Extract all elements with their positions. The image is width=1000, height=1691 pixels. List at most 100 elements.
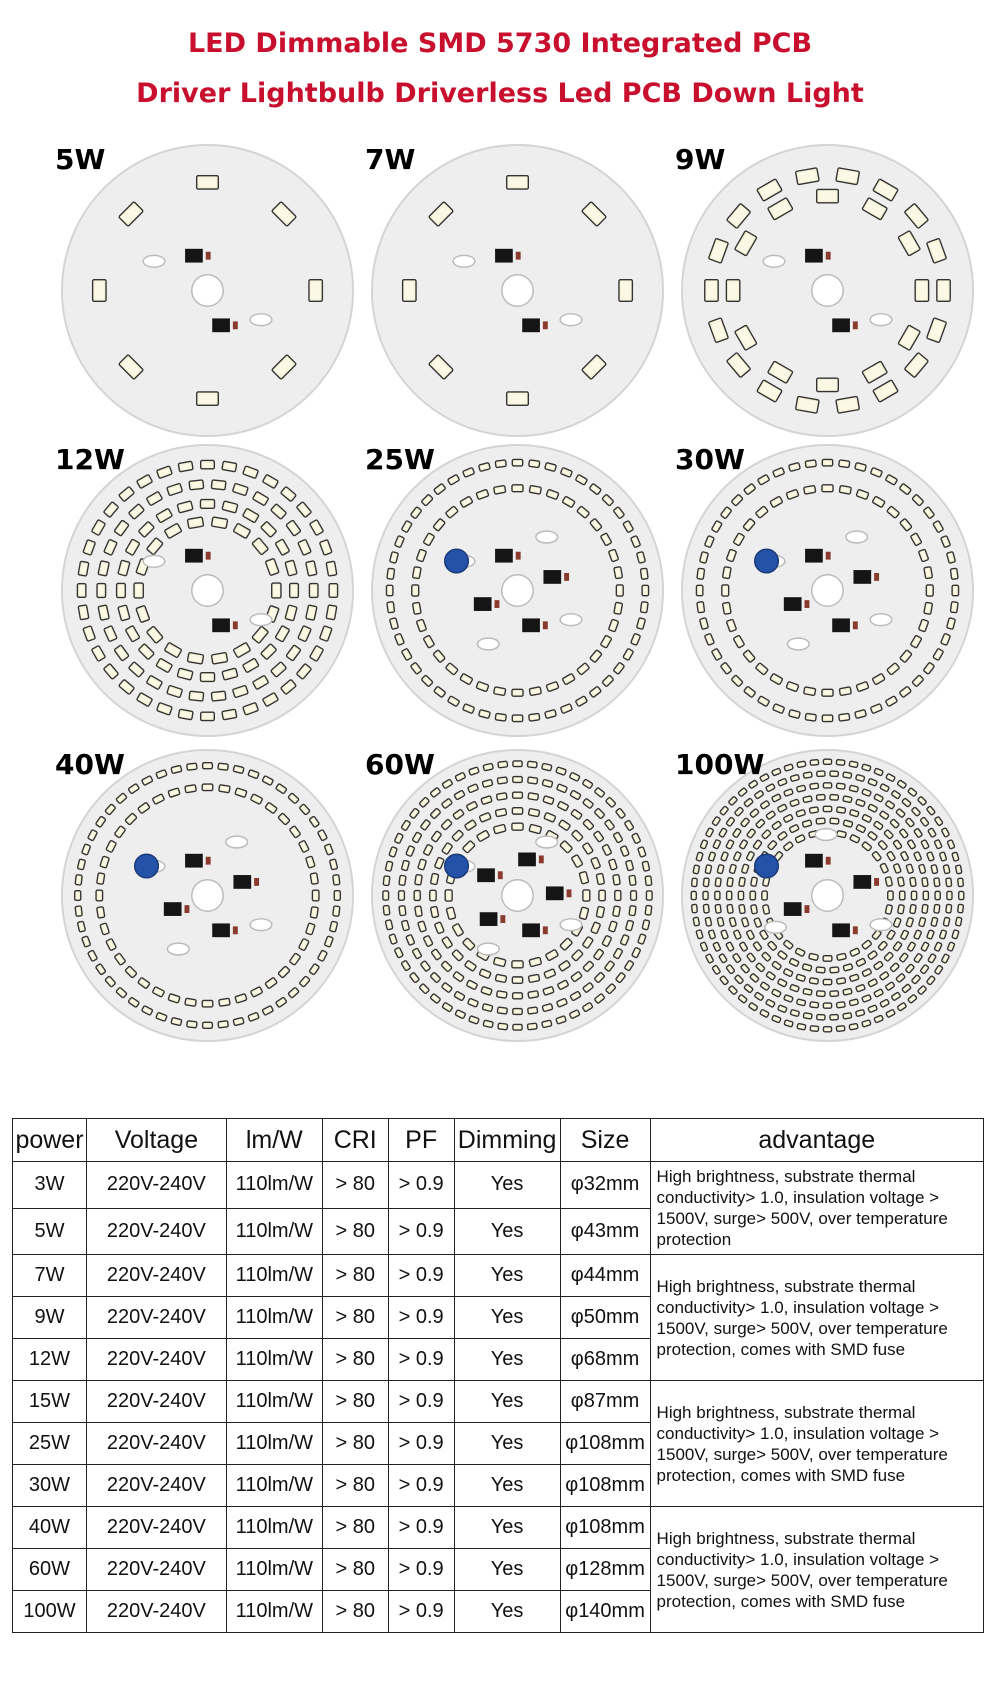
led-chip (582, 982, 594, 993)
led-chip (445, 906, 457, 920)
led-chip (527, 973, 541, 983)
led-chip (801, 963, 813, 972)
cell-cri: > 80 (321, 1548, 389, 1591)
cell-efficacy: 110lm/W (225, 1207, 323, 1255)
led-chip (260, 643, 277, 660)
led-chip (95, 815, 107, 828)
led-chip (777, 831, 788, 841)
led-chip (803, 485, 817, 495)
led-chip (705, 827, 714, 838)
led-chip (896, 779, 907, 789)
led-chip (891, 790, 901, 800)
led-chip (728, 985, 738, 995)
led-chip (636, 551, 646, 564)
led-chip (280, 679, 297, 695)
led-chip (765, 998, 776, 1008)
led-chip (726, 877, 734, 888)
led-chip (311, 889, 320, 902)
cell-advantage: High brightness, substrate thermal condu… (649, 1161, 985, 1255)
driver-ic (853, 875, 872, 889)
led-chip (829, 770, 839, 778)
led-chip (728, 863, 737, 875)
led-chip (801, 819, 813, 828)
driver-ic (805, 853, 823, 868)
led-chip (829, 817, 840, 825)
led-chip (739, 839, 749, 850)
led-chip (725, 890, 733, 901)
led-chip (809, 782, 820, 790)
led-chip (923, 506, 935, 519)
led-chip (284, 604, 298, 622)
led-chip (849, 809, 860, 818)
led-chip (96, 582, 107, 599)
led-chip (275, 996, 288, 1008)
led-chip (494, 808, 508, 818)
led-chip (430, 905, 440, 919)
led-chip (946, 890, 953, 901)
led-chip (186, 651, 205, 665)
led-chip (432, 518, 446, 532)
led-chip (905, 863, 914, 874)
led-chip (561, 496, 576, 508)
led-chip (765, 971, 776, 981)
led-chip (221, 708, 238, 721)
led-chip (166, 684, 183, 698)
led-chip (462, 840, 476, 854)
led-chip (401, 919, 410, 932)
led-chip (749, 890, 757, 901)
led-chip (718, 953, 728, 964)
led-chip (897, 876, 905, 887)
led-chip (777, 1004, 788, 1013)
led-chip (752, 839, 763, 850)
led-chip (421, 494, 434, 507)
led-chip (201, 999, 214, 1008)
led-chip (429, 787, 441, 798)
mount-hole (476, 637, 500, 651)
led-chip (601, 674, 614, 687)
led-chip (861, 763, 872, 772)
led-chip (732, 953, 742, 963)
led-chip (541, 779, 554, 788)
pcb-30w-image (680, 443, 975, 738)
cell-size: φ108mm (559, 1464, 651, 1507)
led-chip (861, 360, 888, 384)
led-chip (155, 657, 173, 673)
led-chip (511, 976, 524, 984)
led-chip (262, 474, 279, 489)
led-chip (892, 941, 903, 952)
led-chip (625, 919, 634, 932)
led-chip (284, 559, 298, 577)
led-chip (494, 459, 507, 469)
led-chip (308, 815, 320, 828)
led-chip (594, 808, 605, 819)
led-chip (74, 905, 83, 917)
led-chip (114, 825, 126, 839)
board-label: 30W (675, 443, 745, 476)
cell-dimming: Yes (453, 1338, 561, 1381)
led-chip (405, 845, 416, 857)
led-chip (277, 812, 291, 826)
led-chip (946, 551, 956, 564)
driver-ic (518, 852, 536, 867)
led-chip (582, 798, 594, 809)
led-chip (265, 558, 280, 576)
led-chip (777, 978, 788, 988)
led-chip (861, 968, 872, 978)
led-chip (559, 937, 573, 951)
led-chip (921, 903, 929, 914)
led-chip (802, 795, 813, 804)
led-chip (571, 829, 584, 842)
mount-hole (249, 313, 273, 327)
led-chip (615, 972, 626, 984)
led-chip (186, 516, 205, 530)
led-chip (558, 960, 571, 972)
led-chip (77, 604, 90, 621)
led-chip (879, 862, 889, 874)
led-chip (930, 916, 939, 927)
led-chip (911, 494, 924, 507)
led-chip (755, 505, 769, 519)
led-chip (918, 863, 927, 875)
resistor (874, 877, 880, 886)
led-chip (892, 839, 903, 850)
led-chip (480, 986, 493, 996)
